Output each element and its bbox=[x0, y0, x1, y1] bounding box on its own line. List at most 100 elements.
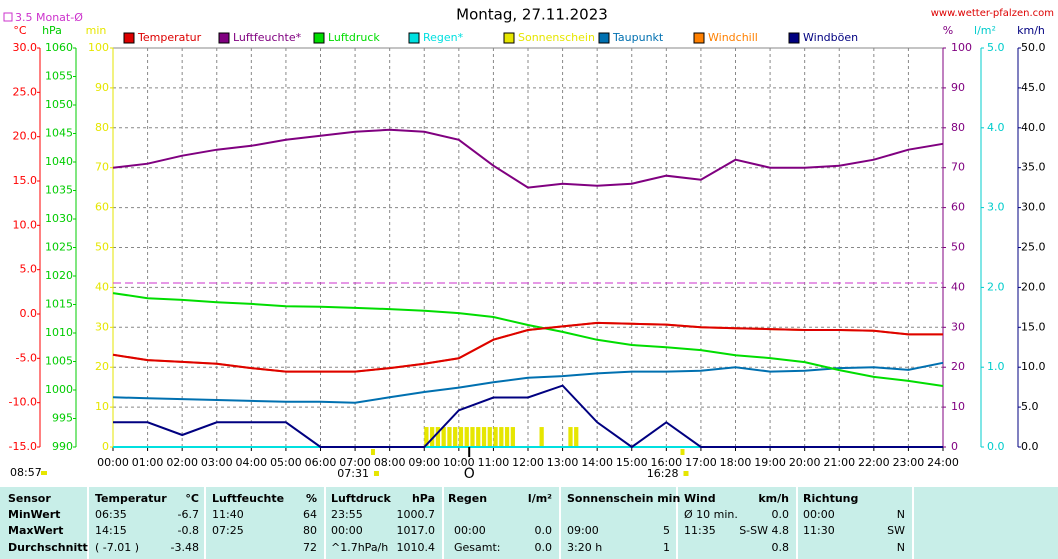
axis-unit: min bbox=[86, 24, 107, 37]
sunshine-bar bbox=[499, 427, 504, 447]
site-link: www.wetter-pfalzen.com bbox=[931, 8, 1054, 19]
y-tick-label: 1035 bbox=[45, 184, 73, 197]
x-tick-label: 10:00 bbox=[443, 456, 475, 469]
x-tick-label: 21:00 bbox=[823, 456, 855, 469]
column-unit: l/m² bbox=[528, 492, 552, 505]
x-tick-label: 01:00 bbox=[132, 456, 164, 469]
x-tick-label: 17:00 bbox=[685, 456, 717, 469]
cell-left: ( -7.01 ) bbox=[95, 541, 139, 554]
y-tick-label: 20 bbox=[95, 360, 109, 373]
x-tick-label: 24:00 bbox=[927, 456, 959, 469]
y-tick-label: 990 bbox=[52, 440, 73, 453]
cell-right: 0.0 bbox=[535, 524, 553, 537]
y-tick-label: 1005 bbox=[45, 355, 73, 368]
legend-swatch bbox=[788, 32, 800, 44]
table-background bbox=[0, 487, 1058, 559]
y-tick-label: 30.0 bbox=[13, 41, 38, 54]
column-header: Wind bbox=[684, 492, 716, 505]
y-tick-label: 15.0 bbox=[1021, 320, 1046, 333]
y-tick-label: 20.0 bbox=[1021, 280, 1046, 293]
y-tick-label: 40.0 bbox=[1021, 121, 1046, 134]
legend-label: Luftfeuchte* bbox=[233, 31, 302, 44]
y-tick-label: 1.0 bbox=[987, 360, 1005, 373]
row-label: MinWert bbox=[8, 508, 60, 521]
sunshine-bar bbox=[464, 427, 469, 447]
cell-right: N bbox=[897, 541, 905, 554]
sunshine-bar bbox=[447, 427, 452, 447]
plot-layer: 00:00 01:00 02:00 03:00 04:00 05:00 06:00 07:00… bbox=[9, 24, 1046, 482]
cell-right: 5 bbox=[663, 524, 670, 537]
x-tick-label: 11:00 bbox=[478, 456, 510, 469]
x-tick-label: 03:00 bbox=[201, 456, 233, 469]
x-tick-label: 13:00 bbox=[547, 456, 579, 469]
column-unit: °C bbox=[185, 492, 199, 505]
y-tick-label: 0.0 bbox=[1021, 440, 1039, 453]
legend-swatch bbox=[218, 32, 230, 44]
sunshine-bar bbox=[539, 427, 544, 447]
sun-marker bbox=[370, 449, 375, 455]
axis-unit: % bbox=[943, 24, 953, 37]
current-time: 08:57 bbox=[10, 466, 42, 479]
y-tick-label: 60 bbox=[951, 201, 965, 214]
cell-right: -0.8 bbox=[178, 524, 199, 537]
axis-unit: l/m² bbox=[974, 24, 996, 37]
y-tick-label: 0 bbox=[102, 440, 109, 453]
y-tick-label: 35.0 bbox=[1021, 161, 1046, 174]
sunshine-bar bbox=[435, 427, 441, 447]
sun-marker bbox=[680, 449, 685, 455]
y-tick-label: 1060 bbox=[45, 41, 73, 54]
y-tick-label: 40 bbox=[951, 280, 965, 293]
moon-label: O bbox=[464, 466, 475, 482]
y-tick-label: 995 bbox=[52, 412, 73, 425]
y-tick-label: 5.0 bbox=[1021, 400, 1039, 413]
y-tick-label: 10 bbox=[95, 400, 109, 413]
cell-left: 00:00 bbox=[803, 508, 835, 521]
cell-left: 09:00 bbox=[567, 524, 599, 537]
y-tick-label: -15.0 bbox=[9, 440, 37, 453]
x-tick-label: 18:00 bbox=[720, 456, 752, 469]
cell-left: 00:00 bbox=[331, 524, 363, 537]
sun-label: 07:31 bbox=[337, 467, 369, 480]
legend-swatch bbox=[313, 32, 325, 44]
y-tick-label: 50 bbox=[951, 241, 965, 254]
reference-icon bbox=[3, 12, 13, 22]
x-tick-label: 05:00 bbox=[270, 456, 302, 469]
y-tick-label: 0.0 bbox=[987, 440, 1005, 453]
sunshine-bar bbox=[481, 427, 487, 447]
column-header: Regen bbox=[448, 492, 487, 505]
cell-left: 23:55 bbox=[331, 508, 363, 521]
cell-right: 0.8 bbox=[772, 541, 790, 554]
y-tick-label: 5.0 bbox=[987, 41, 1005, 54]
x-tick-label: 12:00 bbox=[512, 456, 544, 469]
column-unit: hPa bbox=[412, 492, 435, 505]
legend-label: Taupunkt bbox=[612, 31, 664, 44]
legend-label: Sonnenschein bbox=[518, 31, 595, 44]
cell-left: 00:00 bbox=[454, 524, 486, 537]
y-tick-label: 30 bbox=[951, 320, 965, 333]
y-tick-label: 70 bbox=[95, 161, 109, 174]
y-tick-label: 1025 bbox=[45, 241, 73, 254]
column-unit: km/h bbox=[758, 492, 789, 505]
axis-unit: °C bbox=[13, 24, 27, 37]
cell-right: 1010.4 bbox=[397, 541, 436, 554]
sunshine-bar bbox=[510, 427, 515, 447]
legend-swatch bbox=[408, 32, 420, 44]
row-label: MaxWert bbox=[8, 524, 63, 537]
time-icon bbox=[41, 471, 47, 475]
sun-icon bbox=[683, 471, 689, 476]
cell-left: 14:15 bbox=[95, 524, 127, 537]
y-tick-label: 30 bbox=[95, 320, 109, 333]
cell-left: ^1.7hPa/h bbox=[331, 541, 388, 554]
legend-label: Regen* bbox=[423, 31, 464, 44]
series-line bbox=[112, 361, 944, 404]
y-tick-label: 2.0 bbox=[987, 280, 1005, 293]
y-tick-label: 100 bbox=[951, 41, 972, 54]
y-tick-label: 10.0 bbox=[13, 218, 38, 231]
sunshine-bar bbox=[441, 427, 446, 447]
x-tick-label: 02:00 bbox=[166, 456, 198, 469]
x-tick-label: 16:00 bbox=[650, 456, 682, 469]
cell-left: 11:35 bbox=[684, 524, 716, 537]
sunshine-bar bbox=[493, 427, 498, 447]
x-tick-label: 09:00 bbox=[408, 456, 440, 469]
legend-swatch bbox=[693, 32, 705, 44]
